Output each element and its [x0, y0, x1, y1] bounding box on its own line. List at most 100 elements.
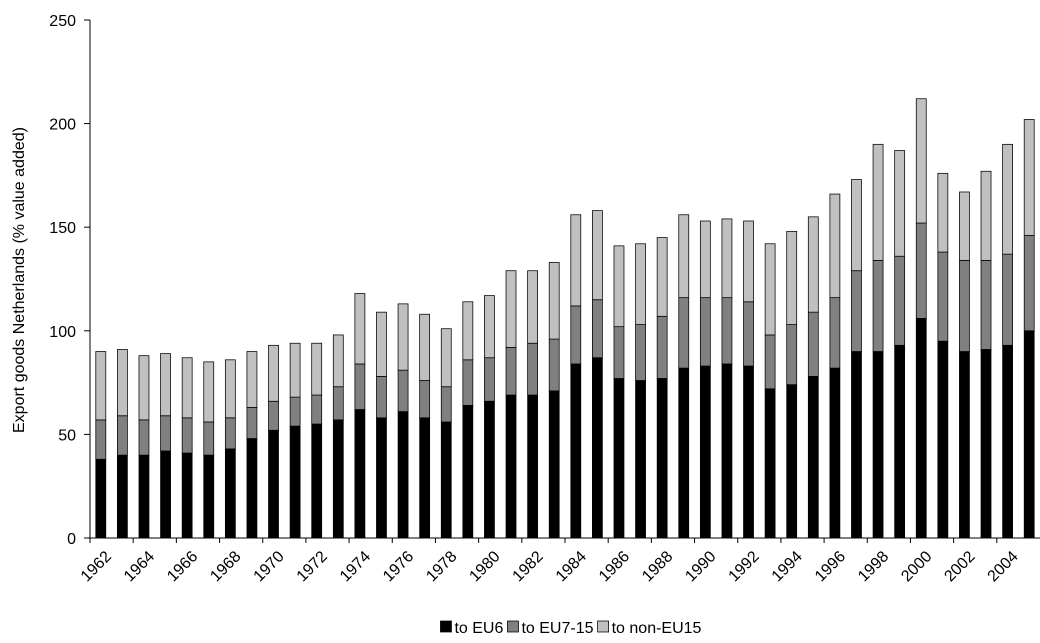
bar-segment-to-eu7-15 — [268, 400, 279, 431]
x-tick-label: 1962 — [78, 548, 115, 585]
bar-segment-to-eu6 — [635, 380, 646, 539]
bar-segment-to-eu6 — [440, 421, 452, 539]
x-tick-label: 1996 — [812, 548, 849, 585]
x-tick-label: 1988 — [639, 548, 676, 585]
bar-segment-to-non-eu15 — [95, 351, 107, 421]
bar-stack-1964 — [138, 355, 150, 539]
bar-stack-1979 — [462, 301, 474, 539]
bar-segment-to-eu6 — [95, 458, 107, 539]
bar-segment-to-eu7-15 — [721, 297, 733, 365]
bar-segment-to-eu6 — [246, 438, 258, 539]
bar-stack-2003 — [980, 170, 992, 539]
bar-stack-1963 — [117, 349, 128, 539]
bar-segment-to-eu6 — [851, 351, 862, 539]
bar-segment-to-eu7-15 — [440, 386, 452, 423]
x-axis: 1962 1964 1966 1968 1970 1972 1974 1976 1978 1980… — [78, 537, 1040, 585]
bar-segment-to-eu6 — [1023, 330, 1035, 539]
x-tick-label: 1994 — [769, 548, 806, 585]
x-tick-label: 1968 — [207, 548, 244, 585]
bar-segment-to-eu7-15 — [419, 380, 431, 419]
bar-segment-to-eu7-15 — [699, 297, 711, 367]
bar-segment-to-non-eu15 — [440, 328, 452, 388]
x-tick-label: 1970 — [251, 548, 288, 585]
bar-segment-to-eu7-15 — [376, 376, 387, 419]
bar-segment-to-eu6 — [613, 378, 625, 539]
bar-segment-to-eu6 — [786, 384, 798, 539]
bar-stack-1967 — [203, 361, 215, 539]
bar-segment-to-eu6 — [915, 317, 927, 539]
bar-segment-to-non-eu15 — [224, 359, 236, 419]
legend-swatch — [597, 620, 609, 633]
bar-segment-to-non-eu15 — [484, 295, 495, 359]
bar-segment-to-eu6 — [527, 394, 538, 539]
bar-segment-to-non-eu15 — [894, 150, 906, 257]
bar-stack-1997 — [851, 179, 862, 539]
bar-segment-to-eu6 — [117, 454, 128, 539]
bar-segment-to-non-eu15 — [592, 210, 603, 301]
legend-item-to-eu7-15: to EU7-15 — [507, 620, 594, 637]
bar-segment-to-eu6 — [484, 400, 495, 539]
x-tick-label: 1966 — [164, 548, 201, 585]
bar-stack-1970 — [268, 344, 279, 539]
bar-stack-2000 — [915, 98, 927, 539]
bar-segment-to-non-eu15 — [203, 361, 215, 423]
bar-segment-to-non-eu15 — [246, 351, 258, 408]
bar-segment-to-eu6 — [959, 351, 970, 539]
bar-segment-to-eu6 — [397, 411, 409, 539]
bar-segment-to-eu7-15 — [548, 338, 560, 392]
bar-segment-to-eu6 — [829, 367, 841, 539]
bar-stack-1965 — [160, 353, 171, 539]
bar-stack-1980 — [484, 295, 495, 539]
bar-stack-1975 — [376, 311, 387, 539]
bar-segment-to-eu6 — [1002, 344, 1013, 539]
bar-segment-to-eu7-15 — [1002, 253, 1013, 346]
bar-segment-to-eu7-15 — [894, 255, 906, 346]
bar-stack-2004 — [1002, 143, 1013, 539]
bar-stack-1971 — [289, 342, 301, 539]
x-tick-label: 1982 — [510, 548, 547, 585]
bar-stack-2001 — [937, 172, 949, 539]
bar-segment-to-eu6 — [548, 390, 560, 539]
bar-segment-to-eu6 — [419, 417, 431, 539]
legend-swatch — [507, 620, 519, 633]
bar-segment-to-eu7-15 — [246, 407, 258, 439]
bar-segment-to-non-eu15 — [915, 98, 927, 224]
bar-stack-1977 — [419, 313, 431, 539]
bar-segment-to-non-eu15 — [851, 179, 862, 272]
bar-segment-to-eu7-15 — [764, 334, 776, 390]
x-tick-label: 1972 — [294, 548, 331, 585]
bar-segment-to-non-eu15 — [743, 220, 754, 303]
x-tick-label: 2002 — [941, 548, 978, 585]
y-tick-label: 250 — [49, 13, 76, 30]
bar-segment-to-non-eu15 — [289, 342, 301, 398]
bar-segment-to-eu6 — [937, 340, 949, 539]
bar-stack-1962 — [95, 351, 107, 539]
bar-segment-to-eu7-15 — [570, 305, 582, 365]
bar-segment-to-eu7-15 — [980, 259, 992, 350]
bar-stack-1993 — [764, 243, 776, 539]
bar-segment-to-non-eu15 — [160, 353, 171, 417]
bar-segment-to-non-eu15 — [829, 193, 841, 299]
x-tick-label: 1990 — [682, 548, 719, 585]
bar-segment-to-non-eu15 — [117, 349, 128, 417]
bar-segment-to-eu7-15 — [224, 417, 236, 450]
legend: to EU6 to EU7-15 to non-EU15 — [440, 620, 702, 637]
bar-segment-to-eu6 — [699, 365, 711, 539]
bar-segment-to-non-eu15 — [419, 313, 431, 381]
bar-stack-1991 — [721, 218, 733, 539]
x-tick-label: 1984 — [553, 548, 590, 585]
bar-segment-to-eu6 — [462, 405, 474, 539]
bar-segment-to-eu7-15 — [937, 251, 949, 342]
bar-segment-to-eu7-15 — [484, 357, 495, 402]
x-tick-label: 1976 — [380, 548, 417, 585]
bar-segment-to-non-eu15 — [635, 243, 646, 325]
x-tick-label: 1974 — [337, 548, 374, 585]
y-axis: 0 50 100 150 200 250 — [49, 13, 91, 548]
bar-stack-1995 — [807, 216, 819, 539]
y-tick-label: 200 — [49, 117, 76, 134]
bar-segment-to-eu7-15 — [1023, 235, 1035, 332]
legend-label: to EU6 — [454, 620, 503, 637]
bar-stack-1969 — [246, 351, 258, 539]
bar-stack-1982 — [527, 270, 538, 539]
